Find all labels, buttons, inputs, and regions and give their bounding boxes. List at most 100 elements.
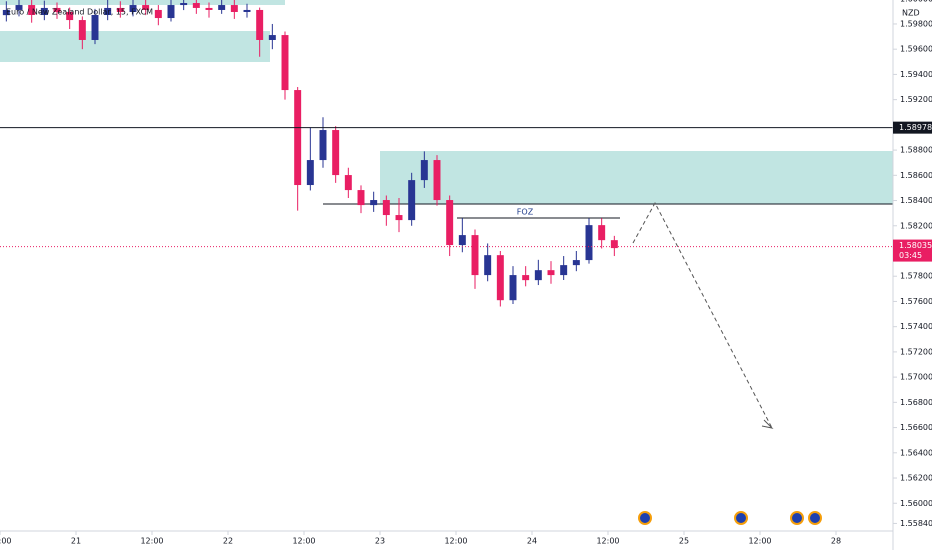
candle-body bbox=[53, 7, 61, 12]
projection bbox=[632, 201, 773, 429]
x-tick-label: 12:00 bbox=[292, 537, 315, 546]
countdown: 03:45 bbox=[899, 251, 922, 260]
candle-body bbox=[395, 215, 403, 221]
price-line-label: 1.58978 bbox=[899, 123, 932, 132]
candle-body bbox=[167, 5, 175, 19]
candle-body bbox=[116, 7, 124, 12]
x-tick-label: 12:00 bbox=[596, 537, 619, 546]
candle-body bbox=[522, 275, 530, 281]
candle-body bbox=[471, 235, 479, 276]
candle-body bbox=[509, 275, 517, 301]
event-icon[interactable] bbox=[808, 511, 822, 525]
y-tick-label: 1.59600 bbox=[900, 45, 932, 54]
candle-body bbox=[142, 5, 150, 10]
last-price-label: 1.58035 bbox=[899, 241, 932, 250]
candle-body bbox=[66, 11, 74, 21]
last-price-tag bbox=[893, 239, 932, 262]
candle-body bbox=[319, 130, 327, 161]
candle-body bbox=[610, 240, 618, 249]
candle-body bbox=[585, 225, 593, 261]
x-tick-label: 23 bbox=[375, 537, 385, 546]
candle-body bbox=[572, 260, 580, 266]
y-tick-label: 1.56000 bbox=[900, 499, 932, 508]
candle-body bbox=[15, 5, 23, 10]
candle-body bbox=[281, 35, 289, 91]
x-tick-label: 22 bbox=[223, 537, 233, 546]
candle-body bbox=[294, 90, 302, 186]
candle-body bbox=[230, 5, 238, 12]
candle-body bbox=[180, 3, 188, 6]
candle-body bbox=[560, 265, 568, 276]
candle-body bbox=[382, 200, 390, 216]
y-tick-label: 1.56400 bbox=[900, 448, 932, 457]
zone bbox=[0, 31, 270, 62]
candle-body bbox=[256, 9, 264, 40]
price-line-tag bbox=[893, 121, 932, 134]
y-tick-label: 1.56200 bbox=[900, 474, 932, 483]
candle-body bbox=[408, 180, 416, 221]
candle-body bbox=[370, 200, 378, 206]
event-icons bbox=[638, 511, 822, 525]
x-tick-label: 21 bbox=[71, 537, 81, 546]
candle-body bbox=[40, 7, 48, 16]
price-axis bbox=[893, 0, 932, 550]
candle-body bbox=[344, 175, 352, 191]
y-tick-label: 1.59400 bbox=[900, 70, 932, 79]
candle-body bbox=[357, 190, 365, 206]
candle-body bbox=[129, 5, 137, 12]
event-icon[interactable] bbox=[790, 511, 804, 525]
candle-body bbox=[484, 255, 492, 276]
candle-body bbox=[154, 9, 162, 19]
candle-body bbox=[332, 130, 340, 176]
x-tick-label: 12:00 bbox=[748, 537, 771, 546]
candle-body bbox=[192, 3, 200, 8]
x-tick-label: 12:00 bbox=[140, 537, 163, 546]
y-tick-label: 1.59800 bbox=[900, 19, 932, 28]
candle-body bbox=[446, 200, 454, 246]
candle-body bbox=[268, 35, 276, 40]
x-tick-label: 12:00 bbox=[0, 537, 12, 546]
chart-title: Euro / New Zealand Dollar, 15, FXCM bbox=[6, 8, 153, 17]
candle-body bbox=[420, 160, 428, 181]
candle-body bbox=[2, 9, 10, 16]
y-tick-label: 1.57400 bbox=[900, 322, 932, 331]
candle-body bbox=[496, 255, 504, 301]
y-tick-label: 1.58600 bbox=[900, 171, 932, 180]
y-tick-label: 1.58200 bbox=[900, 221, 932, 230]
y-tick-label: 1.57800 bbox=[900, 272, 932, 281]
currency: NZD bbox=[902, 9, 920, 18]
candle-body bbox=[458, 235, 466, 246]
y-tick-label: 1.59200 bbox=[900, 95, 932, 104]
y-tick-label: 1.57200 bbox=[900, 347, 932, 356]
candle-body bbox=[91, 15, 99, 40]
arrow-head bbox=[761, 419, 774, 429]
candle-body bbox=[547, 270, 555, 276]
y-tick-label: 1.58400 bbox=[900, 196, 932, 205]
x-tick-label: 12:00 bbox=[444, 537, 467, 546]
x-tick-label: 24 bbox=[527, 537, 537, 546]
y-tick-label: 1.57000 bbox=[900, 373, 932, 382]
candle-body bbox=[243, 9, 251, 12]
y-tick-label: 1.56800 bbox=[900, 398, 932, 407]
zone bbox=[380, 151, 893, 204]
y-tick-label: 1.55840 bbox=[900, 519, 932, 528]
x-tick-label: 28 bbox=[831, 537, 841, 546]
candle-body bbox=[104, 7, 112, 16]
candle-body bbox=[28, 5, 36, 16]
annotation: FOZ bbox=[517, 208, 534, 217]
zone bbox=[0, 0, 285, 5]
y-tick-label: 1.58800 bbox=[900, 146, 932, 155]
y-tick-label: 1.60000 bbox=[900, 0, 932, 3]
event-icon[interactable] bbox=[734, 511, 748, 525]
candle-body bbox=[306, 160, 314, 186]
event-icon[interactable] bbox=[638, 511, 652, 525]
candle-body bbox=[433, 160, 441, 201]
candle-body bbox=[598, 225, 606, 241]
y-tick-label: 1.57600 bbox=[900, 297, 932, 306]
candle-body bbox=[218, 5, 226, 10]
x-tick-label: 25 bbox=[679, 537, 689, 546]
y-tick-label: 1.56600 bbox=[900, 423, 932, 432]
candle-body bbox=[534, 270, 542, 281]
candle-body bbox=[78, 20, 86, 40]
